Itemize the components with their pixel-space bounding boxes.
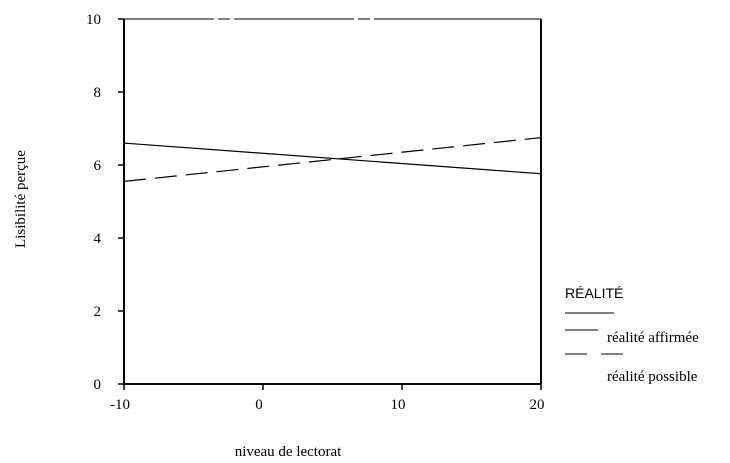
y-tick-label: 8 (94, 85, 102, 101)
series-lines (123, 137, 542, 183)
y-tick-label: 10 (86, 12, 101, 28)
series-line-1 (123, 142, 542, 175)
legend-title: RÉALITÉ (565, 285, 623, 301)
y-tick-label: 4 (94, 231, 102, 247)
series-line-2 (123, 137, 542, 183)
y-axis-ticks: 0 2 4 6 8 10 (86, 12, 124, 393)
x-tick-label: 10 (391, 397, 406, 413)
y-tick-label: 0 (94, 377, 102, 393)
plot-frame (123, 18, 542, 385)
x-tick-label: 0 (255, 397, 263, 413)
y-tick-label: 6 (94, 158, 102, 174)
x-tick-label: 20 (530, 397, 545, 413)
y-axis-label: Lisibilité perçue (13, 150, 29, 248)
y-tick-label: 2 (94, 304, 102, 320)
legend: RÉALITÉ réalité affirmée réalité possibl… (565, 285, 699, 385)
x-axis-ticks: -10 0 10 20 (110, 384, 545, 413)
x-axis-label: niveau de lectorat (235, 444, 342, 460)
legend-entry-label-1: réalité affirmée (607, 330, 699, 346)
legend-entry-label-2: réalité possible (607, 369, 698, 385)
x-tick-label: -10 (110, 397, 130, 413)
